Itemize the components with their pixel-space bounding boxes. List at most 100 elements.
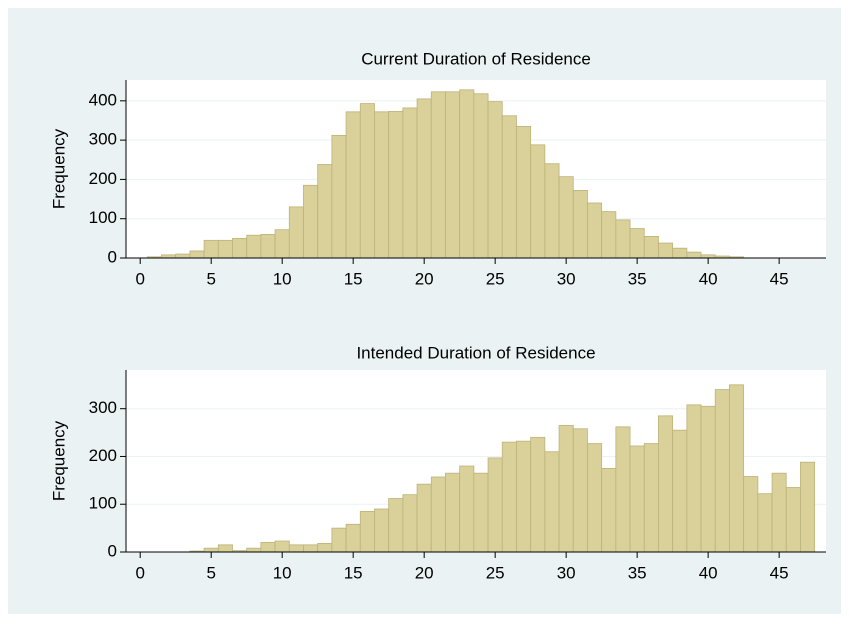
- bar: [416, 483, 432, 553]
- bar: [331, 527, 347, 553]
- bar: [601, 211, 617, 259]
- x-tick-label: 45: [770, 563, 789, 582]
- y-tick-label: 0: [108, 541, 117, 560]
- bar: [260, 234, 276, 259]
- bar: [274, 229, 290, 259]
- y-tick-label: 0: [108, 247, 117, 266]
- bar: [359, 103, 375, 259]
- y-axis-label: Frequency: [49, 420, 68, 501]
- bar: [203, 239, 219, 259]
- bar: [601, 468, 617, 553]
- bar: [345, 111, 361, 259]
- bar: [288, 206, 304, 259]
- x-tick-label: 15: [344, 563, 363, 582]
- x-tick-label: 5: [206, 269, 215, 288]
- bar: [317, 164, 333, 259]
- bar: [260, 542, 276, 553]
- bar: [274, 540, 290, 553]
- bar: [445, 91, 461, 259]
- bar: [771, 472, 787, 553]
- x-tick-label: 10: [273, 563, 292, 582]
- bar: [459, 465, 475, 553]
- bar: [572, 428, 588, 553]
- bar: [558, 176, 574, 259]
- x-tick-label: 0: [135, 269, 144, 288]
- y-tick-label: 200: [89, 446, 117, 465]
- bar: [587, 202, 603, 259]
- x-tick-label: 45: [770, 269, 789, 288]
- bar: [217, 544, 233, 553]
- bar: [303, 544, 319, 553]
- y-tick-label: 100: [89, 494, 117, 513]
- bar: [189, 250, 205, 259]
- bar: [785, 487, 801, 553]
- bar: [672, 429, 688, 553]
- bar: [643, 235, 659, 259]
- bar: [516, 125, 532, 259]
- bar: [246, 547, 262, 553]
- bar: [544, 451, 560, 553]
- bar: [743, 476, 759, 553]
- bar: [388, 498, 404, 553]
- bar: [544, 163, 560, 259]
- bar: [331, 135, 347, 259]
- bar: [530, 436, 546, 553]
- bar: [729, 384, 745, 553]
- bar: [686, 404, 702, 553]
- x-tick-label: 20: [415, 269, 434, 288]
- bar: [501, 115, 517, 259]
- y-tick-label: 100: [89, 208, 117, 227]
- bar: [430, 476, 446, 553]
- y-tick-label: 300: [89, 398, 117, 417]
- bar: [615, 219, 631, 259]
- bar: [175, 253, 191, 259]
- bar: [473, 93, 489, 259]
- x-tick-label: 25: [486, 269, 505, 288]
- bar: [317, 543, 333, 553]
- y-tick-label: 200: [89, 169, 117, 188]
- bar: [615, 426, 631, 553]
- bar: [714, 389, 730, 553]
- bar: [288, 544, 304, 553]
- bar: [516, 440, 532, 553]
- bar: [587, 443, 603, 553]
- bar: [416, 98, 432, 259]
- bar: [246, 234, 262, 259]
- bar: [402, 107, 418, 259]
- bar: [345, 523, 361, 553]
- x-tick-label: 30: [557, 269, 576, 288]
- bar: [217, 239, 233, 259]
- y-tick-label: 300: [89, 130, 117, 149]
- y-axis-label: Frequency: [49, 128, 68, 209]
- y-tick-label: 400: [89, 90, 117, 109]
- bar: [558, 425, 574, 553]
- bar: [430, 91, 446, 259]
- bar: [388, 111, 404, 259]
- x-tick-label: 15: [344, 269, 363, 288]
- bar: [303, 184, 319, 259]
- bar: [700, 405, 716, 553]
- bar: [658, 242, 674, 259]
- x-tick-label: 30: [557, 563, 576, 582]
- bar: [487, 101, 503, 259]
- bar: [530, 144, 546, 259]
- bar: [374, 111, 390, 259]
- bar: [203, 547, 219, 553]
- x-tick-label: 40: [699, 269, 718, 288]
- bar: [629, 228, 645, 259]
- chart-title: Current Duration of Residence: [361, 49, 591, 68]
- bar: [374, 508, 390, 553]
- bar: [800, 461, 816, 553]
- bar: [459, 89, 475, 259]
- x-tick-label: 35: [628, 563, 647, 582]
- bar: [629, 445, 645, 553]
- bar: [658, 415, 674, 553]
- bar: [643, 443, 659, 553]
- chart-title: Intended Duration of Residence: [356, 343, 595, 362]
- x-tick-label: 20: [415, 563, 434, 582]
- bar: [232, 237, 248, 259]
- x-tick-label: 5: [206, 563, 215, 582]
- x-tick-label: 10: [273, 269, 292, 288]
- x-tick-label: 35: [628, 269, 647, 288]
